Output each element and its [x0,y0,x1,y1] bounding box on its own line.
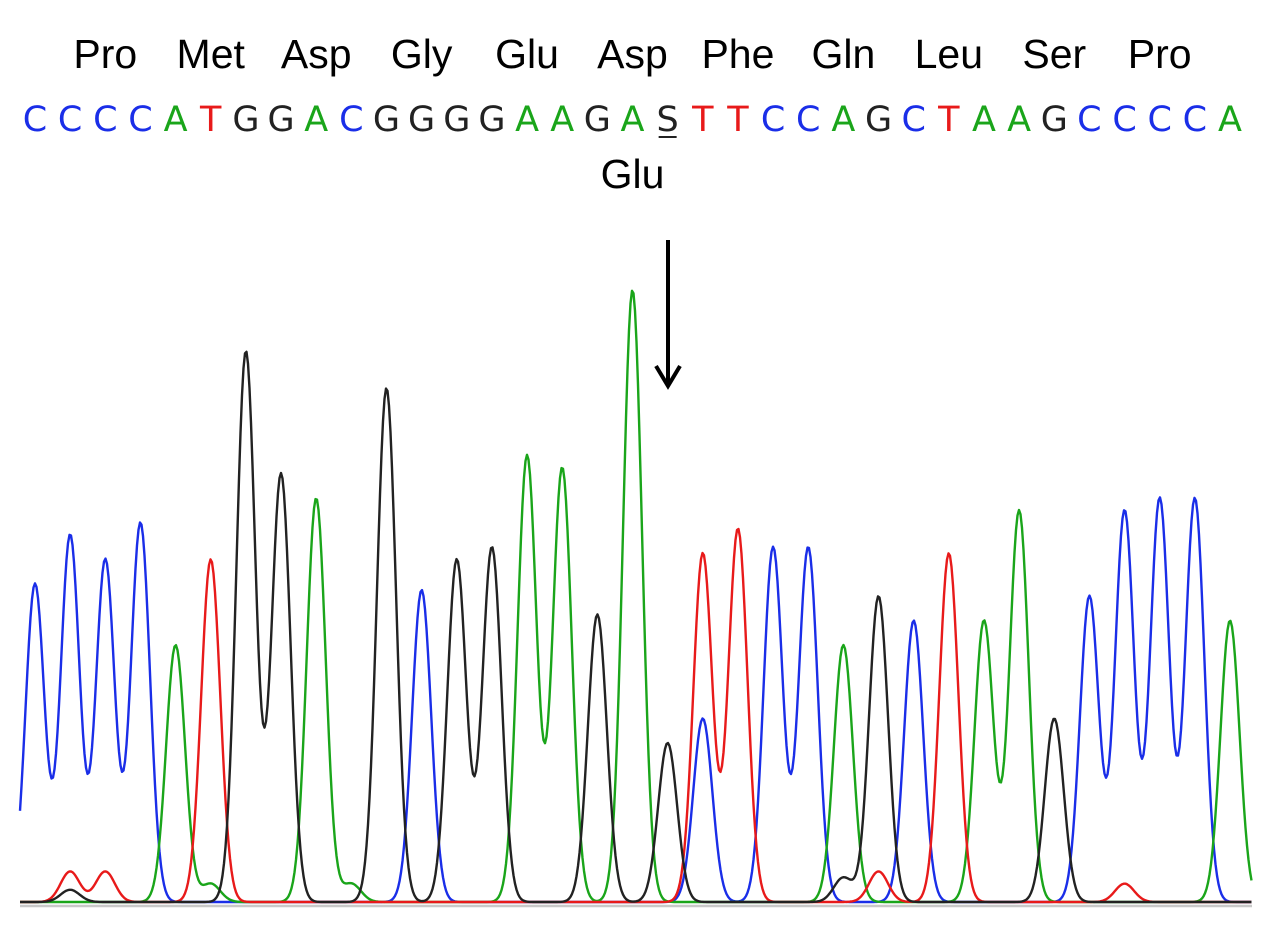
trace-c [18,496,1252,904]
nucleotide-a: A [515,100,539,140]
nucleotide-g: G [408,100,435,140]
nucleotide-a: A [831,100,855,140]
nucleotide-g: G [1041,100,1068,140]
nucleotide-c: C [128,100,152,140]
nucleotide-g: G [267,100,294,140]
nucleotide-a: A [550,100,574,140]
amino-acid-row-reference: Pro Met Asp Gly Glu Asp Phe Gln Leu Ser Pro [73,31,1191,77]
nucleotide-a: A [621,100,645,140]
nucleotide-a: A [304,100,328,140]
nucleotide-a: A [1218,100,1242,140]
nucleotide-g: G [478,100,505,140]
nucleotide-g: G [584,100,611,140]
nucleotide-a: A [164,100,188,140]
amino-acid-label: Leu [915,31,983,77]
nucleotide-c: C [58,100,82,140]
amino-acid-label: Asp [281,31,352,77]
nucleotide-c: C [761,100,785,140]
nucleotide-c: C [93,100,117,140]
nucleotide-s: S [657,100,679,140]
chromatogram-traces [18,289,1253,904]
amino-acid-label: Gln [811,31,875,77]
trace-t [20,527,1252,904]
nucleotide-c: C [1112,100,1136,140]
nucleotide-c: C [23,100,47,140]
arrow-icon [654,240,682,390]
amino-acid-label: Gly [391,31,453,77]
trace-g [20,350,1252,904]
nucleotide-g: G [865,100,892,140]
nucleotide-c: C [339,100,363,140]
amino-acid-label: Phe [701,31,774,77]
nucleotide-c: C [796,100,820,140]
nucleotide-t: T [199,100,222,140]
trace-a [20,289,1253,904]
nucleotide-a: A [972,100,996,140]
nucleotide-t: T [691,100,714,140]
nucleotide-c: C [901,100,925,140]
amino-acid-variant-label: Glu [601,151,665,197]
nucleotide-t: T [937,100,960,140]
amino-acid-label: Asp [597,31,668,77]
amino-acid-label: Ser [1022,31,1086,77]
amino-acid-label: Glu [495,31,559,77]
nucleotide-g: G [373,100,400,140]
nucleotide-g: G [443,100,470,140]
nucleotide-g: G [232,100,259,140]
nucleotide-c: C [1077,100,1101,140]
amino-acid-label: Met [177,31,246,77]
nucleotide-t: T [726,100,749,140]
nucleotide-c: C [1147,100,1171,140]
nucleotide-a: A [1007,100,1031,140]
amino-acid-label: Pro [73,31,137,77]
nucleotide-c: C [1183,100,1207,140]
amino-acid-label: Pro [1128,31,1192,77]
